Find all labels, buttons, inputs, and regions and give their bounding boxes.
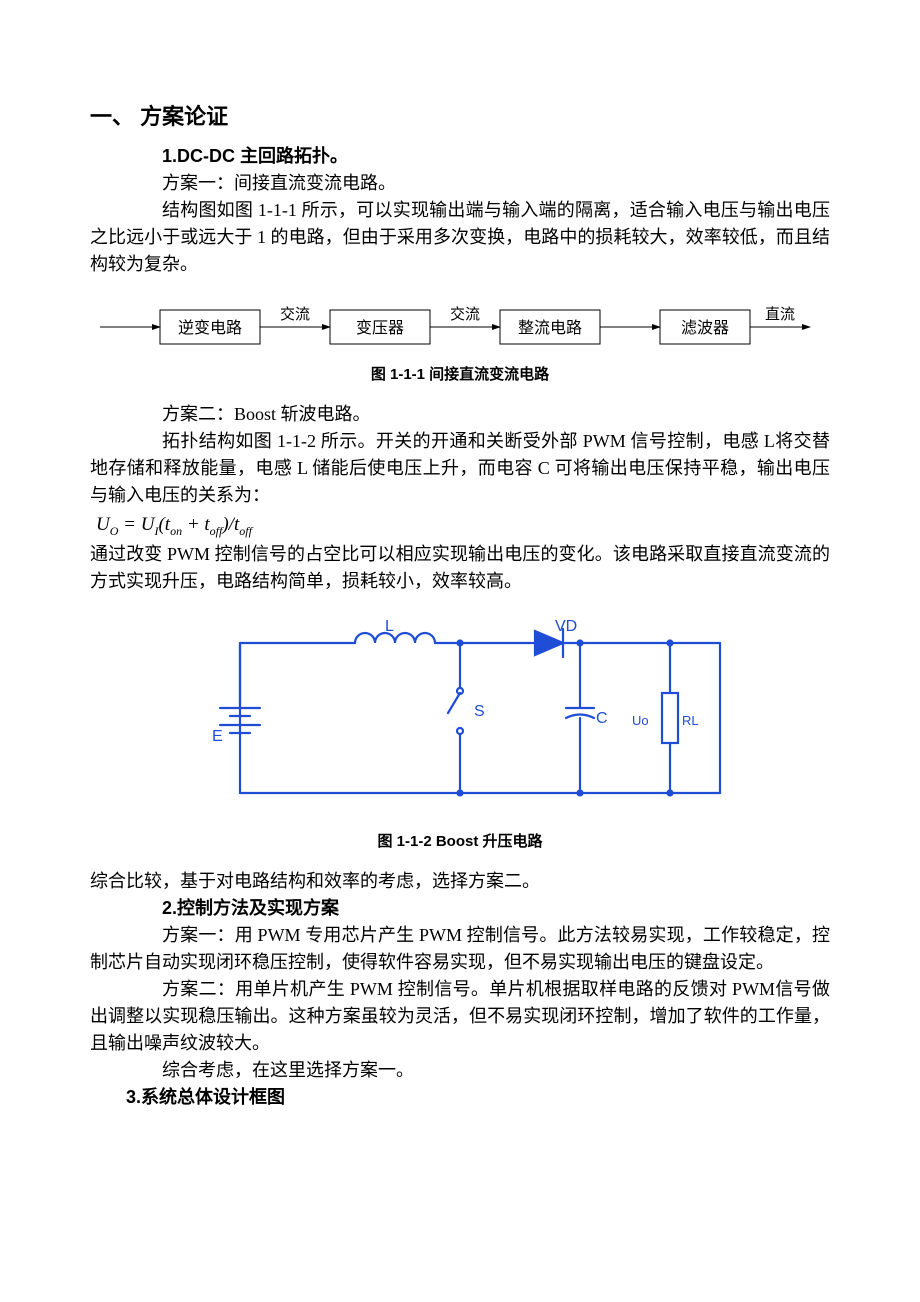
s2-p2: 方案二：用单片机产生 PWM 控制信号。单片机根据取样电路的反馈对 PWM信号做… — [90, 976, 830, 1057]
svg-text:交流: 交流 — [450, 305, 480, 323]
page: 一、 方案论证 1.DC-DC 主回路拓扑。 方案一：间接直流变流电路。 结构图… — [0, 0, 920, 1302]
svg-text:VD: VD — [555, 618, 577, 635]
circuit-svg: E S C Uo RL L VD — [180, 613, 740, 823]
s1-title: 1.DC-DC 主回路拓扑。 — [90, 143, 830, 170]
formula: UO = UI(ton + toff)/toff — [96, 511, 830, 540]
svg-text:逆变电路: 逆变电路 — [178, 319, 242, 337]
s2-title: 2.控制方法及实现方案 — [90, 895, 830, 922]
s1-p6: 综合比较，基于对电路结构和效率的考虑，选择方案二。 — [90, 868, 830, 895]
s1-p3: 方案二：Boost 斩波电路。 — [90, 401, 830, 428]
s1-p1: 方案一：间接直流变流电路。 — [90, 170, 830, 197]
s1-p2: 结构图如图 1-1-1 所示，可以实现输出端与输入端的隔离，适合输入电压与输出电… — [90, 197, 830, 278]
svg-text:S: S — [474, 703, 485, 720]
s2-p1: 方案一：用 PWM 专用芯片产生 PWM 控制信号。此方法较易实现，工作较稳定，… — [90, 922, 830, 976]
svg-text:整流电路: 整流电路 — [518, 319, 582, 337]
svg-text:L: L — [385, 618, 394, 635]
svg-text:交流: 交流 — [280, 305, 310, 323]
svg-text:滤波器: 滤波器 — [681, 319, 729, 337]
svg-text:E: E — [212, 728, 223, 745]
svg-text:C: C — [596, 710, 608, 727]
s1-p5: 通过改变 PWM 控制信号的占空比可以相应实现输出电压的变化。该电路采取直接直流… — [90, 541, 830, 595]
figure-1-1-2: E S C Uo RL L VD — [90, 613, 830, 823]
svg-text:直流: 直流 — [765, 306, 795, 323]
s3-title: 3.系统总体设计框图 — [90, 1084, 830, 1111]
heading-1: 一、 方案论证 — [90, 100, 830, 133]
s1-p4: 拓扑结构如图 1-1-2 所示。开关的开通和关断受外部 PWM 信号控制，电感 … — [90, 428, 830, 509]
figure-1-1-1-caption: 图 1-1-1 间接直流变流电路 — [90, 364, 830, 387]
svg-text:RL: RL — [682, 713, 699, 728]
flowchart-svg: 逆变电路 变压器 整流电路 滤波器 交流 交流 直流 — [100, 300, 820, 356]
svg-text:变压器: 变压器 — [356, 319, 404, 337]
s2-p3: 综合考虑，在这里选择方案一。 — [90, 1057, 830, 1084]
figure-1-1-1: 逆变电路 变压器 整流电路 滤波器 交流 交流 直流 — [90, 300, 830, 356]
figure-1-1-2-caption: 图 1-1-2 Boost 升压电路 — [90, 831, 830, 854]
svg-text:Uo: Uo — [632, 713, 649, 728]
